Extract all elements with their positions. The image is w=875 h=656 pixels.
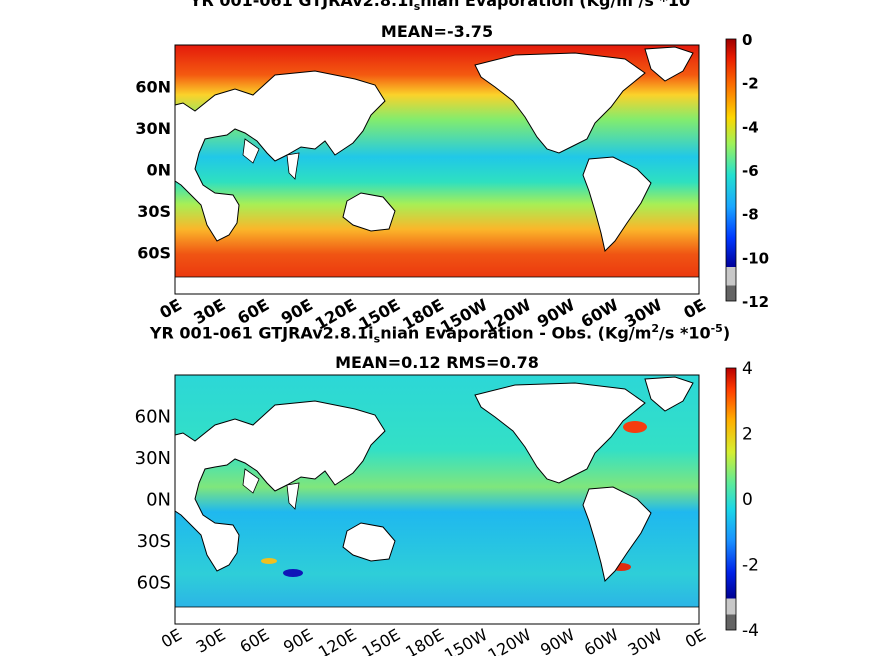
panel2-title: YR 001-061 GTJRAv2.8.1isnian Evaporation… <box>60 322 820 346</box>
panel2-south-indian-anomaly <box>283 569 303 577</box>
x-tick-label: 90W <box>537 625 578 656</box>
panel2-frame <box>174 374 700 625</box>
x-tick-label: 180E <box>399 295 447 334</box>
y-tick-label: 60S <box>137 244 171 263</box>
colorbar-tick-label: -8 <box>742 206 759 224</box>
panel1-title-c: /s *10 <box>638 0 691 10</box>
panel2-y-ticks: 60N 30N 0N 30S 60S <box>135 407 171 594</box>
panel2-stats: MEAN=0.12 RMS=0.78 <box>335 353 539 372</box>
panel1-colorbar <box>725 38 737 302</box>
x-tick-label: 120E <box>312 295 360 334</box>
x-tick-label: 90W <box>534 295 578 332</box>
x-tick-label: 0E <box>156 295 185 322</box>
colorbar-tick-label: 0 <box>742 31 752 49</box>
x-tick-label: 90E <box>278 295 316 328</box>
x-tick-label: 30E <box>193 625 229 656</box>
panel2-title-a: YR 001-061 GTJRAv2.8.1i <box>149 323 374 343</box>
y-tick-label: 60S <box>137 573 171 594</box>
panel1-colorbar-ticks: 0 -2 -4 -6 -8 -10 -12 <box>742 31 769 311</box>
colorbar-tick-label: 2 <box>742 425 753 445</box>
colorbar-tick-label: -10 <box>742 249 769 267</box>
panel2-title-c: /s *10 <box>659 323 711 343</box>
panel2-title-b: nian Evaporation - Obs. (Kg/m <box>380 323 652 343</box>
x-tick-label: 60E <box>236 625 272 656</box>
x-tick-label: 180E <box>402 625 447 656</box>
x-tick-label: 150E <box>359 625 404 656</box>
y-tick-label: 30N <box>135 448 171 469</box>
x-tick-label: 150W <box>437 295 491 337</box>
colorbar-tick-label: -2 <box>742 75 759 93</box>
x-tick-label: 0E <box>680 295 709 322</box>
x-tick-label: 60W <box>581 625 622 656</box>
y-tick-label: 60N <box>135 407 171 428</box>
panel2-gulfstream-anomaly <box>623 421 647 433</box>
y-tick-label: 30S <box>137 531 171 552</box>
colorbar-tick-label: -2 <box>742 556 759 576</box>
colorbar-tick-label: -4 <box>742 118 759 136</box>
x-tick-label: 30W <box>621 295 665 332</box>
x-tick-label: 120W <box>481 295 535 337</box>
panel1-frame <box>174 44 700 295</box>
y-tick-label: 30S <box>137 202 171 221</box>
x-tick-label: 30W <box>624 625 665 656</box>
colorbar-tick-label: -12 <box>742 293 769 311</box>
panel2-title-sup5: -5 <box>710 322 723 335</box>
panel1-y-ticks: 60N 30N 0N 30S 60S <box>135 78 171 263</box>
panel1-title-sub: s <box>413 0 421 14</box>
panel1-title: YR 001-061 GTJRAv2.8.1isnian Evaporation… <box>60 0 820 13</box>
y-tick-label: 30N <box>135 119 171 138</box>
colorbar-tick-label: 4 <box>742 359 753 379</box>
colorbar-tick-label: -6 <box>742 162 759 180</box>
panel2-title-d: ) <box>722 323 731 343</box>
panel2-agulhas-anomaly <box>261 558 277 564</box>
panel1-title-b: nian Evaporation (Kg/m <box>420 0 633 10</box>
panel1-title-a: YR 001-061 GTJRAv2.8.1i <box>189 0 414 10</box>
x-tick-label: 30E <box>190 295 228 328</box>
x-tick-label: 0E <box>682 625 709 652</box>
colorbar-tick-label: 0 <box>742 490 753 510</box>
x-tick-label: 90E <box>280 625 316 656</box>
y-tick-label: 0N <box>146 490 171 511</box>
x-tick-label: 150W <box>441 625 491 656</box>
x-tick-label: 60E <box>234 295 272 328</box>
panel2-colorbar <box>725 367 737 631</box>
x-tick-label: 150E <box>355 295 403 334</box>
panel2-colorbar-ticks: 4 2 0 -2 -4 <box>742 359 759 641</box>
panel1-mean: MEAN=-3.75 <box>380 22 494 41</box>
y-tick-label: 60N <box>135 78 171 97</box>
x-tick-label: 120E <box>315 625 360 656</box>
x-tick-label: 60W <box>578 295 622 332</box>
x-tick-label: 0E <box>158 625 185 652</box>
panel2-title-sup2: 2 <box>651 322 660 335</box>
panel2-map <box>174 374 700 625</box>
panel1-map <box>174 44 700 295</box>
panel2-title-sub: s <box>373 332 381 346</box>
y-tick-label: 0N <box>146 161 171 180</box>
colorbar-tick-label: -4 <box>742 621 759 641</box>
x-tick-label: 120W <box>485 625 535 656</box>
